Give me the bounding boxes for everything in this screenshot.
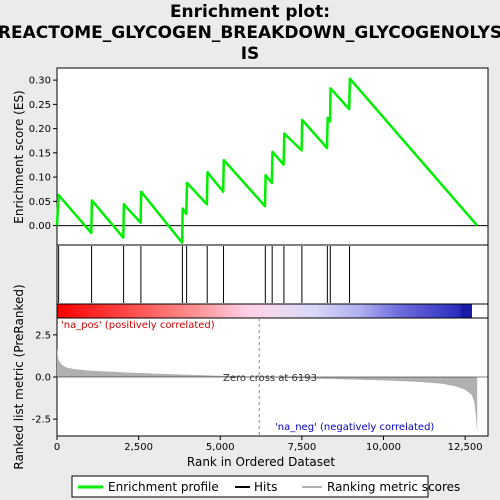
legend-es-label: Enrichment profile <box>108 480 219 494</box>
negative-correlation-label: 'na_neg' (negatively correlated) <box>275 422 434 433</box>
es-y-tick-label: 0.00 <box>29 221 51 232</box>
x-tick-label: 5,000 <box>206 442 235 453</box>
metric-y-tick-label: 0.0 <box>35 373 51 384</box>
es-y-axis-label: Enrichment score (ES) <box>12 90 26 223</box>
metric-y-tick-label: 2.5 <box>35 330 51 341</box>
rank-color-bar <box>57 304 472 318</box>
plot-title-line-2: REACTOME_GLYCOGEN_BREAKDOWN_GLYCOGENOLYS <box>0 23 500 43</box>
es-y-tick-label: 0.25 <box>29 100 51 111</box>
x-tick-label: 7,500 <box>288 442 317 453</box>
x-tick-label: 2,500 <box>124 442 153 453</box>
es-y-tick-label: 0.30 <box>29 76 51 87</box>
x-tick-label: 10,000 <box>366 442 401 453</box>
legend: Enrichment profile Hits Ranking metric s… <box>71 475 460 498</box>
es-y-tick-label: 0.05 <box>29 197 51 208</box>
x-tick-label: 0 <box>54 442 60 453</box>
metric-y-ticks: -2.5 0.0 2.5 <box>31 330 57 426</box>
hits-group <box>58 246 351 303</box>
es-y-tick-label: 0.10 <box>29 173 51 184</box>
es-y-tick-label: 0.20 <box>29 124 51 135</box>
legend-hits-label: Hits <box>254 480 277 494</box>
metric-group <box>57 318 488 436</box>
es-y-ticks: 0.00 0.05 0.10 0.15 0.20 0.25 0.30 <box>29 76 57 232</box>
es-y-tick-label: 0.15 <box>29 148 51 159</box>
metric-y-tick-label: -2.5 <box>31 415 51 426</box>
positive-correlation-label: 'na_pos' (positively correlated) <box>61 320 215 331</box>
enrichment-profile-line <box>55 77 479 244</box>
es-line-group <box>55 77 479 244</box>
rank-color-bar-end <box>461 304 472 318</box>
x-axis-label: Rank in Ordered Dataset <box>187 455 335 469</box>
plot-title-line-3: IS <box>241 44 260 64</box>
x-tick-label: 12,500 <box>448 442 483 453</box>
x-ticks: 0 2,500 5,000 7,500 10,000 12,500 <box>54 436 483 453</box>
metric-y-axis-label: Ranked list metric (PreRanked) <box>12 284 26 469</box>
legend-metric-label: Ranking metric scores <box>327 480 460 494</box>
zero-cross-label: Zero cross at 6193 <box>223 373 317 384</box>
plot-title-line-1: Enrichment plot: <box>170 2 330 22</box>
